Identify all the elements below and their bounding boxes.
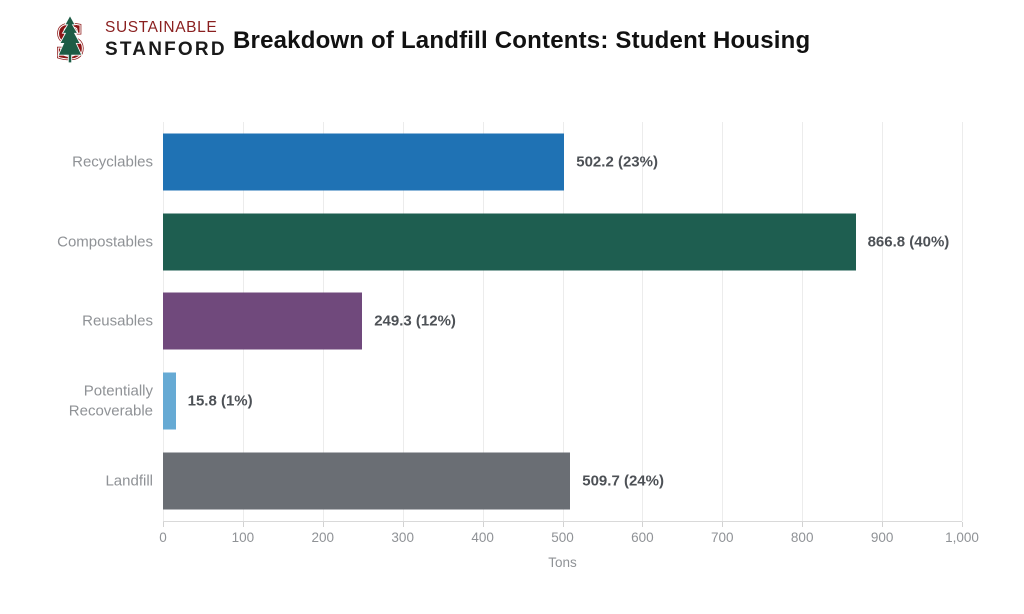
tick-mark (402, 522, 404, 527)
x-axis-title: Tons (548, 555, 577, 570)
x-tick-label: 900 (870, 530, 894, 545)
x-tick-label: 200 (311, 530, 335, 545)
gridline (562, 122, 564, 521)
tick-mark (322, 522, 324, 527)
x-tick-label: 300 (391, 530, 414, 545)
category-label: Recyclables (72, 153, 153, 171)
gridline (882, 122, 884, 521)
category-label: Landfill (105, 472, 153, 490)
bar-row: Reusables 249.3 (12%) (0, 282, 1024, 362)
x-tick-label: 500 (551, 530, 574, 545)
tick-mark (242, 522, 244, 527)
gridline (962, 122, 963, 521)
value-label: 866.8 (40%) (867, 233, 950, 251)
logo-wordmark: SUSTAINABLE STANFORD (105, 19, 227, 61)
logo-text-sustainable: SUSTAINABLE (105, 19, 218, 36)
bar-reusables (163, 292, 363, 350)
x-tick-label: 400 (471, 530, 494, 545)
bar-row: Landfill 509.7 (24%) (0, 441, 1024, 521)
tick-mark (482, 522, 484, 527)
x-tick-label: 100 (231, 530, 255, 545)
value-label: 15.8 (1%) (187, 392, 253, 410)
x-axis: Tons 0 100 200 300 400 500 600 700 800 900 1,000 (159, 521, 979, 571)
tick-mark (802, 522, 804, 527)
x-tick-label: 800 (790, 530, 814, 545)
x-tick-label: 1,000 (945, 530, 979, 545)
tick-mark (962, 522, 963, 527)
logo-text-stanford: STANFORD (105, 39, 227, 60)
gridline (722, 122, 724, 521)
x-tick-label: 0 (159, 530, 167, 545)
value-label: 502.2 (23%) (576, 153, 658, 171)
tick-mark (722, 522, 724, 527)
stanford-block-s-tree-icon: S S (54, 13, 86, 67)
bar-compostables (163, 213, 856, 271)
tick-mark (163, 522, 164, 527)
category-label: Compostables (57, 232, 153, 250)
bar-row: Compostables 866.8 (40%) (0, 202, 1024, 282)
value-label: 249.3 (12%) (374, 312, 456, 330)
bar-landfill (163, 452, 571, 510)
tick-mark (882, 522, 884, 527)
gridline (402, 122, 404, 521)
chart-title: Breakdown of Landfill Contents: Student … (233, 27, 811, 54)
bar-row: Potentially Recoverable 15.8 (1%) (0, 361, 1024, 441)
tick-mark (642, 522, 644, 527)
gridline (802, 122, 804, 521)
x-tick-label: 600 (631, 530, 654, 545)
x-tick-label: 700 (711, 530, 734, 545)
gridline (642, 122, 644, 521)
bar-chart: Recyclables 502.2 (23%) Compostables 866.8 … (0, 122, 1024, 521)
bar-row: Recyclables 502.2 (23%) (0, 122, 1024, 202)
bar-potentially-recoverable (163, 372, 176, 430)
value-label: 509.7 (24%) (582, 472, 664, 490)
bar-recyclables (163, 133, 565, 191)
category-label: Potentially Recoverable (68, 382, 153, 420)
gridline (482, 122, 484, 521)
sustainable-stanford-logo: S S SUSTAINABLE STANFORD (44, 13, 227, 67)
category-label: Reusables (82, 312, 153, 330)
tick-mark (562, 522, 564, 527)
